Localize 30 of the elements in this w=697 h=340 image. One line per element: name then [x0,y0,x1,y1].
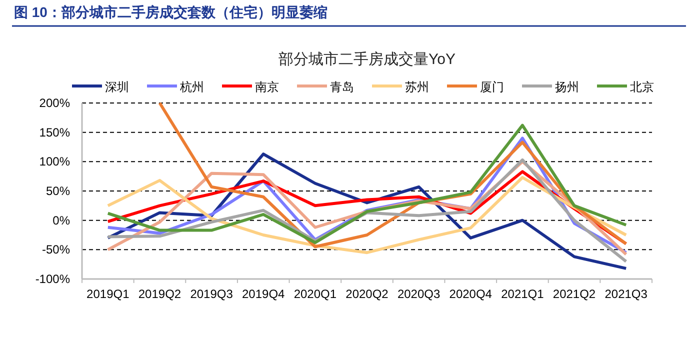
line-series [106,176,628,254]
legend-label: 北京 [630,80,654,94]
legend-label: 深圳 [105,80,129,94]
legend-label: 青岛 [330,80,354,94]
x-tick-label: 2019Q2 [138,287,182,301]
y-tick-label: 100% [39,154,70,169]
x-tick-label: 2021Q3 [604,287,648,301]
legend-label: 苏州 [405,80,429,94]
chart-subtitle: 部分城市二手房成交量YoY [278,51,456,68]
x-tick-label: 2020Q1 [294,287,337,301]
y-tick-label: 0% [52,213,70,228]
title: 图 10：部分城市二手房成交套数（住宅）明显萎缩 [14,4,328,20]
y-tick-label: -50% [42,242,70,257]
x-tick-label: 2021Q1 [501,287,544,301]
y-tick-label: 200% [39,96,70,110]
x-tick-label: 2020Q2 [346,287,389,301]
legend-label: 杭州 [179,80,204,94]
y-tick-label: -100% [35,272,70,286]
legend-label: 南京 [255,80,279,94]
x-tick-label: 2021Q2 [552,287,596,301]
legend-label: 扬州 [555,80,579,94]
x-tick-label: 2019Q3 [190,287,234,301]
x-tick-label: 2020Q3 [397,287,440,301]
x-tick-label: 2019Q4 [242,287,286,301]
y-tick-label: 150% [39,125,70,140]
y-tick-label: 50% [46,184,70,198]
x-tick-label: 2019Q1 [86,287,130,301]
line-series [106,124,628,244]
x-tick-label: 2020Q4 [449,287,492,301]
legend-label: 厦门 [480,80,504,94]
